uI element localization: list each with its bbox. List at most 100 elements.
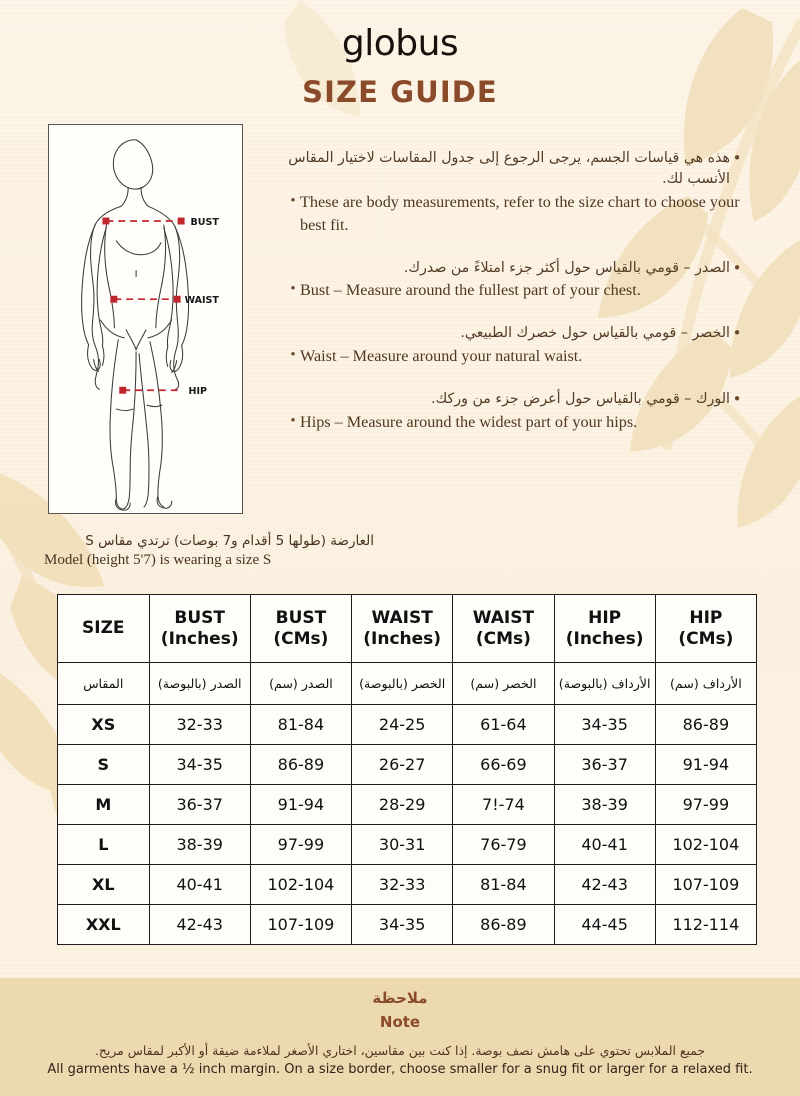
bullet-dot-icon: • [290, 281, 296, 298]
header-cell-size: SIZE [57, 594, 150, 663]
instruction-english-text: Hips – Measure around the widest part of… [300, 412, 638, 431]
header-line2: (Inches) [160, 628, 239, 649]
instruction-english-row: • Bust – Measure around the fullest part… [286, 279, 744, 302]
cell-hip-inches: 44-45 [553, 904, 656, 945]
header-cell-waist-inches: WAIST (Inches) [351, 594, 454, 663]
cell-waist-inches: 26-27 [351, 744, 454, 785]
instruction-group-intro: • هذه هي قياسات الجسم، يرجى الرجوع إلى ج… [286, 148, 744, 237]
cell-size: XXL [57, 904, 150, 945]
cell-waist-inches: 24-25 [351, 704, 454, 745]
cell-hip-cms: 107-109 [654, 864, 758, 905]
measurement-instructions: • هذه هي قياسات الجسم، يرجى الرجوع إلى ج… [286, 148, 744, 434]
note-body-english: All garments have a ½ inch margin. On a … [47, 1061, 753, 1077]
size-chart-container: SIZE BUST (Inches) BUST (CMs) WAIST (Inc… [57, 594, 758, 945]
bullet-dot-icon: • [732, 324, 742, 343]
cell-hip-cms: 91-94 [654, 744, 758, 785]
header-cell-hip-cms-ar: الأرداف (سم) [654, 662, 758, 705]
cell-bust-inches: 36-37 [148, 784, 251, 825]
cell-hip-cms: 102-104 [654, 824, 758, 865]
header-cell-waist-cms: WAIST (CMs) [452, 594, 555, 663]
instruction-english-row: • Waist – Measure around your natural wa… [286, 345, 744, 368]
table-row: M 36-37 91-94 28-29 7!-74 38-39 97-99 [57, 784, 758, 825]
bullet-dot-icon: • [732, 390, 742, 409]
header-cell-hip-cms: HIP (CMs) [654, 594, 758, 663]
cell-bust-inches: 38-39 [148, 824, 251, 865]
cell-bust-cms: 97-99 [249, 824, 353, 865]
header-line1: BUST [174, 608, 225, 629]
instruction-english-text: These are body measurements, refer to th… [300, 192, 740, 234]
cell-waist-cms: 86-89 [452, 904, 555, 945]
table-row: XXL 42-43 107-109 34-35 86-89 44-45 112-… [57, 904, 758, 945]
header-cell-bust-cms-ar: الصدر (سم) [249, 662, 353, 705]
bust-measure-line [102, 217, 185, 225]
header-line1: SIZE [82, 618, 125, 639]
header-line2: (Inches) [565, 628, 644, 649]
header-cell-waist-inches-ar: الخصر (بالبوصة) [351, 662, 454, 705]
cell-bust-cms: 81-84 [249, 704, 353, 745]
page-header: globus SIZE GUIDE [0, 26, 800, 107]
instruction-arabic-text: الصدر – قومي بالقياس حول أكثر جزء امتلاء… [403, 259, 730, 276]
cell-waist-cms: 76-79 [452, 824, 555, 865]
cell-bust-cms: 107-109 [249, 904, 353, 945]
header-line2: (CMs) [678, 628, 734, 649]
bullet-dot-icon: • [732, 149, 742, 167]
model-caption-arabic: العارضة (طولها 5 أقدام و7 بوصات) ترتدي م… [85, 533, 374, 549]
instruction-arabic-row: • الصدر – قومي بالقياس حول أكثر جزء امتل… [286, 258, 744, 280]
waist-measure-line [110, 295, 181, 303]
instruction-arabic-text: هذه هي قياسات الجسم، يرجى الرجوع إلى جدو… [288, 150, 730, 188]
cell-bust-cms: 86-89 [249, 744, 353, 785]
hip-measure-line [119, 386, 179, 394]
table-header-row-english: SIZE BUST (Inches) BUST (CMs) WAIST (Inc… [57, 594, 758, 663]
cell-bust-inches: 42-43 [148, 904, 251, 945]
model-caption: العارضة (طولها 5 أقدام و7 بوصات) ترتدي م… [44, 532, 374, 571]
instruction-arabic-text: الورك – قومي بالقياس حول أعرض جزء من ورك… [431, 391, 730, 408]
header-cell-bust-cms: BUST (CMs) [249, 594, 353, 663]
cell-bust-inches: 32-33 [148, 704, 251, 745]
bullet-dot-icon: • [732, 258, 742, 277]
instruction-english-text: Bust – Measure around the fullest part o… [300, 281, 641, 300]
cell-bust-cms: 102-104 [249, 864, 353, 905]
size-chart-table: SIZE BUST (Inches) BUST (CMs) WAIST (Inc… [57, 594, 758, 945]
brand-logo: globus [341, 23, 459, 64]
table-row: XL 40-41 102-104 32-33 81-84 42-43 107-1… [57, 864, 758, 905]
cell-hip-inches: 42-43 [553, 864, 656, 905]
table-row: S 34-35 86-89 26-27 66-69 36-37 91-94 [57, 744, 758, 785]
header-line1: HIP [689, 608, 723, 629]
header-line2: (Inches) [363, 628, 442, 649]
header-line1: WAIST [472, 608, 535, 629]
cell-size: XL [57, 864, 150, 905]
instruction-english-text: Waist – Measure around your natural wais… [300, 347, 583, 366]
model-caption-english: Model (height 5'7) is wearing a size S [44, 552, 272, 569]
table-header-row-arabic: المقاس الصدر (بالبوصة) الصدر (سم) الخصر … [57, 662, 758, 705]
cell-waist-cms: 7!-74 [452, 784, 555, 825]
header-line2: (CMs) [475, 628, 531, 649]
header-cell-waist-cms-ar: الخصر (سم) [452, 662, 555, 705]
cell-size: L [57, 824, 150, 865]
bullet-dot-icon: • [290, 412, 296, 429]
table-row: L 38-39 97-99 30-31 76-79 40-41 102-104 [57, 824, 758, 865]
cell-hip-inches: 36-37 [553, 744, 656, 785]
waist-label: WAIST [185, 295, 220, 306]
cell-bust-cms: 91-94 [249, 784, 353, 825]
bust-label: BUST [191, 217, 220, 228]
header-line1: WAIST [371, 608, 433, 629]
header-line1: HIP [588, 608, 622, 629]
cell-size: M [57, 784, 150, 825]
header-line2: (CMs) [273, 628, 329, 649]
instruction-arabic-row: • الورك – قومي بالقياس حول أعرض جزء من و… [286, 389, 744, 411]
cell-hip-inches: 34-35 [553, 704, 656, 745]
hip-label: HIP [189, 386, 207, 397]
cell-hip-inches: 40-41 [553, 824, 656, 865]
header-cell-bust-inches-ar: الصدر (بالبوصة) [148, 662, 251, 705]
cell-size: S [57, 744, 150, 785]
instruction-group-hips: • الورك – قومي بالقياس حول أعرض جزء من و… [286, 389, 744, 434]
page-title: SIZE GUIDE [302, 75, 498, 109]
cell-hip-inches: 38-39 [553, 784, 656, 825]
cell-size: XS [57, 704, 150, 745]
note-footer: ملاحظة Note جميع الملابس تحتوي على هامش … [0, 978, 800, 1096]
bullet-dot-icon: • [290, 347, 296, 364]
cell-hip-cms: 112-114 [654, 904, 758, 945]
header-cell-bust-inches: BUST (Inches) [148, 594, 251, 663]
cell-waist-inches: 34-35 [351, 904, 454, 945]
